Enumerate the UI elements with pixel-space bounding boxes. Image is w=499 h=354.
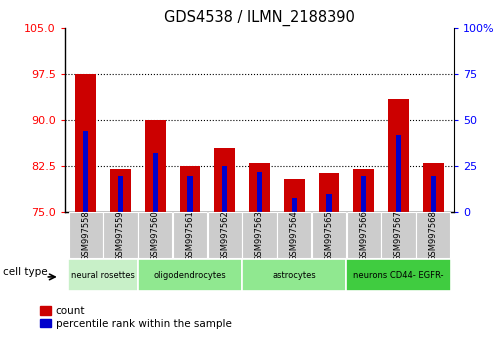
Bar (396, 135, 401, 212)
Bar (423, 163, 444, 212)
Bar (388, 99, 409, 212)
FancyBboxPatch shape (138, 259, 242, 291)
FancyBboxPatch shape (347, 212, 381, 258)
Legend: count, percentile rank within the sample: count, percentile rank within the sample (40, 306, 232, 329)
FancyBboxPatch shape (138, 212, 172, 258)
FancyBboxPatch shape (173, 212, 207, 258)
Bar (361, 176, 366, 212)
Bar (249, 163, 270, 212)
Bar (318, 172, 339, 212)
Text: GSM997566: GSM997566 (359, 210, 368, 261)
Bar (110, 170, 131, 212)
FancyBboxPatch shape (243, 212, 276, 258)
Bar (145, 120, 166, 212)
Bar (353, 170, 374, 212)
FancyBboxPatch shape (381, 212, 416, 258)
Bar (214, 148, 235, 212)
Bar (222, 166, 228, 212)
Bar (257, 172, 262, 212)
Text: neural rosettes: neural rosettes (71, 271, 135, 280)
Bar (187, 176, 193, 212)
Bar (431, 176, 436, 212)
Text: GSM997563: GSM997563 (255, 210, 264, 261)
Text: oligodendrocytes: oligodendrocytes (154, 271, 227, 280)
FancyBboxPatch shape (242, 259, 346, 291)
FancyBboxPatch shape (346, 259, 451, 291)
Text: GSM997559: GSM997559 (116, 210, 125, 261)
FancyBboxPatch shape (416, 212, 450, 258)
Text: cell type: cell type (3, 267, 48, 277)
FancyBboxPatch shape (208, 212, 242, 258)
FancyBboxPatch shape (69, 212, 103, 258)
Text: GSM997560: GSM997560 (151, 210, 160, 261)
FancyBboxPatch shape (312, 212, 346, 258)
Text: GSM997558: GSM997558 (81, 210, 90, 261)
Bar (291, 198, 297, 212)
FancyBboxPatch shape (103, 212, 138, 258)
Title: GDS4538 / ILMN_2188390: GDS4538 / ILMN_2188390 (164, 9, 355, 25)
Text: astrocytes: astrocytes (272, 271, 316, 280)
Text: GSM997564: GSM997564 (290, 210, 299, 261)
Bar (118, 176, 123, 212)
Bar (180, 166, 201, 212)
FancyBboxPatch shape (68, 259, 138, 291)
Text: GSM997561: GSM997561 (186, 210, 195, 261)
Bar (284, 179, 305, 212)
Bar (75, 74, 96, 212)
Bar (153, 154, 158, 212)
Text: GSM997565: GSM997565 (324, 210, 333, 261)
FancyBboxPatch shape (277, 212, 311, 258)
Bar (326, 194, 332, 212)
Bar (83, 131, 88, 212)
Text: GSM997567: GSM997567 (394, 210, 403, 261)
Text: neurons CD44- EGFR-: neurons CD44- EGFR- (353, 271, 444, 280)
Text: GSM997562: GSM997562 (220, 210, 229, 261)
Text: GSM997568: GSM997568 (429, 210, 438, 261)
